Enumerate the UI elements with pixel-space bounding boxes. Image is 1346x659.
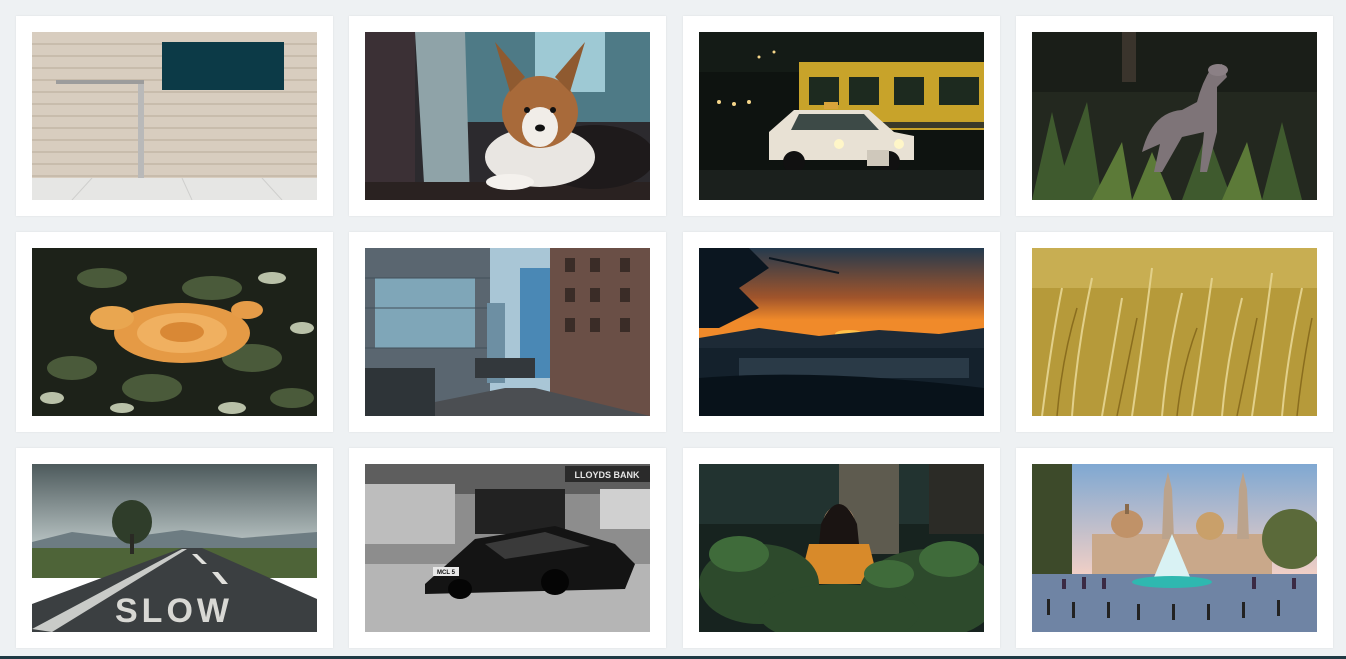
gallery-card[interactable] [1016, 16, 1333, 216]
page-bottom-bar [0, 656, 1346, 659]
dog-photo[interactable] [365, 32, 650, 200]
taxi-photo[interactable] [699, 32, 984, 200]
gallery-card[interactable]: SLOW [16, 448, 333, 648]
city-street-photo[interactable] [365, 248, 650, 416]
gallery-card[interactable] [16, 232, 333, 432]
portrait-photo[interactable] [699, 464, 984, 632]
rose-photo[interactable] [32, 248, 317, 416]
sunset-photo[interactable] [699, 248, 984, 416]
gallery-card[interactable] [1016, 448, 1333, 648]
plate-text: MCL 5 [437, 570, 456, 576]
gallery-card[interactable] [16, 16, 333, 216]
gallery-card[interactable] [683, 232, 1000, 432]
bank-sign-text: LLOYDS BANK [575, 470, 641, 480]
cathedral-photo[interactable] [1032, 464, 1317, 632]
slow-marking-text: SLOW [115, 592, 233, 630]
slow-road-photo[interactable]: SLOW [32, 464, 317, 632]
gallery-card[interactable]: LLOYDS BANK MCL 5 [349, 448, 666, 648]
wheat-photo[interactable] [1032, 248, 1317, 416]
hound-photo[interactable] [1032, 32, 1317, 200]
architecture-photo[interactable] [32, 32, 317, 200]
gallery-card[interactable] [683, 448, 1000, 648]
sports-car-photo[interactable]: LLOYDS BANK MCL 5 [365, 464, 650, 632]
gallery-card[interactable] [1016, 232, 1333, 432]
gallery-card[interactable] [349, 16, 666, 216]
gallery-card[interactable] [683, 16, 1000, 216]
gallery-card[interactable] [349, 232, 666, 432]
